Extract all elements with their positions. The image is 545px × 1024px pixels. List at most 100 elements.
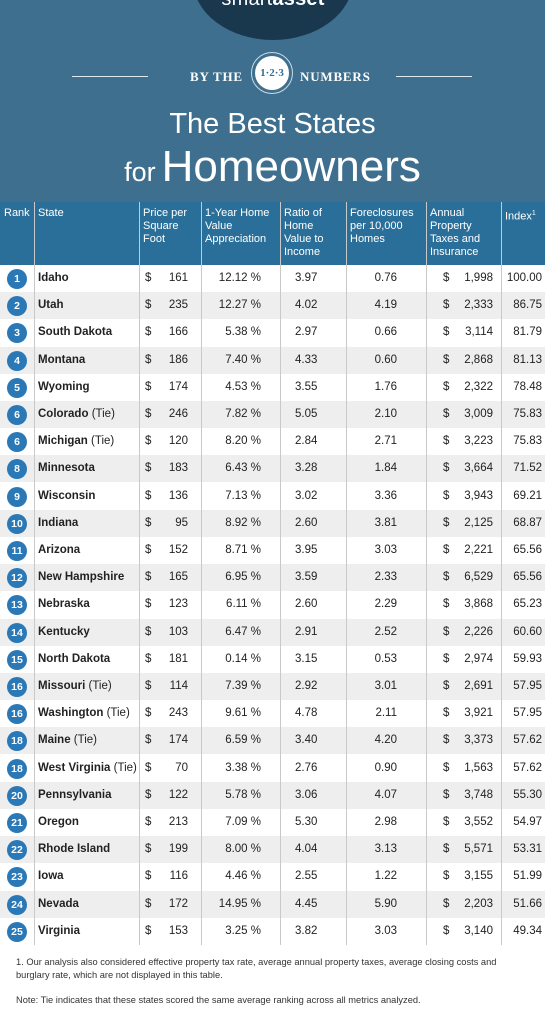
price-value: 181 [168,652,188,665]
price-value: 153 [168,924,188,937]
rank-badge: 6 [7,405,27,425]
table-row: 20 Pennsylvania $122 5.78 % 3.06 4.07 $3,748 55… [0,781,545,809]
state-name: Idaho [34,265,139,292]
col-appreciation-header: 1-Year Home Value Appreciation [201,202,280,265]
rank-badge: 14 [7,622,27,643]
price-value: 161 [168,272,188,284]
state-name: Indiana [34,510,139,537]
tax-value: 2,333 [464,299,493,312]
currency-symbol: $ [443,408,450,420]
rank-badge: 20 [7,785,27,806]
ratio-value: 3.59 [295,571,318,584]
price-value: 172 [168,897,188,910]
table-row: 16 Washington (Tie) $243 9.61 % 4.78 2.11 $3,9… [0,700,545,728]
rank-badge: 13 [7,595,27,616]
tax-value: 2,226 [464,625,493,638]
foreclosure-value: 1.84 [374,462,397,475]
column-divider [280,202,281,945]
ratio-value: 2.76 [295,761,318,774]
state-name: Rhode Island [34,836,139,863]
price-value: 122 [168,788,188,801]
index-value: 65.23 [513,598,542,611]
currency-symbol: $ [443,625,450,638]
rank-badge: 3 [7,323,27,344]
table-row: 9 Wisconsin $136 7.13 % 3.02 3.36 $3,943 69.21 [0,482,545,510]
price-value: 103 [168,625,188,638]
foreclosure-value: 4.19 [374,299,397,312]
state-label: Missouri [38,680,86,692]
col-price-header: Price per Square Foot [139,202,201,265]
banner-left-text: BY THE [190,69,243,84]
table-row: 6 Colorado (Tie) $246 7.82 % 5.05 2.10 $3,009 7… [0,401,545,428]
tax-value: 2,221 [464,544,493,556]
table-row: 21 Oregon $213 7.09 % 5.30 2.98 $3,552 54.97 [0,809,545,836]
ratio-value: 2.91 [295,625,318,638]
currency-symbol: $ [145,353,152,366]
ratio-value: 3.40 [295,734,318,747]
state-label: North Dakota [38,652,111,665]
tie-label: (Tie) [113,761,137,774]
ratio-value: 5.05 [295,408,318,420]
currency-symbol: $ [145,924,152,937]
currency-symbol: $ [145,680,152,692]
rank-badge: 9 [7,486,27,507]
index-value: 69.21 [513,489,542,502]
price-value: 152 [168,544,188,556]
index-value: 65.56 [513,544,542,556]
ratio-value: 3.15 [295,652,318,665]
state-label: Rhode Island [38,843,111,856]
tax-value: 5,571 [464,843,493,856]
currency-symbol: $ [145,788,152,801]
state-name: Nevada [34,891,139,918]
ratio-value: 2.97 [295,326,318,339]
divider-right [396,76,472,77]
appreciation-value: 5.38 % [225,326,261,339]
foreclosure-value: 2.71 [374,435,397,448]
table-row: 1 Idaho $161 12.12 % 3.97 0.76 $1,998 100.00 [0,265,545,292]
index-value: 51.66 [513,897,542,910]
foreclosure-value: 2.10 [374,408,397,420]
currency-symbol: $ [443,489,450,502]
rank-badge: 23 [7,867,27,888]
tax-value: 1,998 [464,272,493,284]
currency-symbol: $ [145,897,152,910]
state-label: Oregon [38,816,79,828]
currency-symbol: $ [145,326,152,339]
state-name: Maine (Tie) [34,727,139,754]
state-name: Missouri (Tie) [34,673,139,700]
col-rank-header: Rank [0,202,34,265]
tax-value: 3,009 [464,408,493,420]
table-row: 18 Maine (Tie) $174 6.59 % 3.40 4.20 $3,373 57.… [0,727,545,755]
appreciation-value: 8.92 % [225,516,261,529]
state-label: Iowa [38,870,64,883]
currency-symbol: $ [145,544,152,556]
index-value: 81.13 [513,353,542,366]
table-row: 10 Indiana $95 8.92 % 2.60 3.81 $2,125 68.87 [0,509,545,537]
tax-value: 3,921 [464,707,493,720]
foreclosure-value: 3.13 [374,843,397,856]
footnote: 1. Our analysis also considered effectiv… [16,957,497,980]
header-banner: smartasset BY THE NUMBERS 1·2·3 The Best… [0,0,545,202]
state-name: Washington (Tie) [34,700,139,727]
table-row: 4 Montana $186 7.40 % 4.33 0.60 $2,868 81.13 [0,346,545,374]
foreclosure-value: 1.22 [374,870,397,883]
index-value: 49.34 [513,924,542,937]
rank-badge: 6 [7,432,27,453]
foreclosure-value: 3.36 [374,489,397,502]
rank-badge: 12 [7,568,27,589]
currency-symbol: $ [443,516,450,529]
index-value: 75.83 [513,435,542,448]
appreciation-value: 6.95 % [225,571,261,584]
foreclosure-value: 2.33 [374,571,397,584]
state-label: Virginia [38,924,80,937]
ratio-value: 4.02 [295,299,318,312]
appreciation-value: 7.09 % [225,816,261,828]
index-value: 100.00 [506,272,542,284]
rank-badge: 16 [7,677,27,697]
tax-value: 2,125 [464,516,493,529]
state-label: Idaho [38,272,69,284]
state-name: Wyoming [34,374,139,401]
appreciation-value: 7.13 % [225,489,261,502]
currency-symbol: $ [145,380,152,393]
rank-badge: 10 [7,513,27,534]
